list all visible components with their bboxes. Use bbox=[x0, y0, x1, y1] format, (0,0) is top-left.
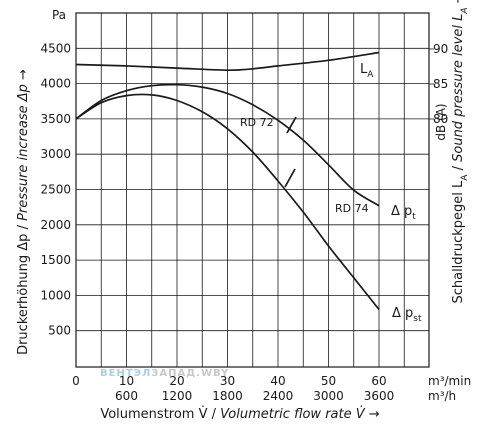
plot-frame bbox=[75, 12, 430, 368]
x-tick-label-primary: 20 bbox=[169, 374, 184, 388]
annotation-rd74: RD 74 bbox=[335, 202, 369, 215]
y-tick-label: 2500 bbox=[40, 183, 71, 197]
y-axis-title-right-sub1: A bbox=[460, 174, 470, 181]
y-tick-label: 4500 bbox=[40, 41, 71, 55]
y-tick-label: 1500 bbox=[40, 253, 71, 267]
y-axis-title-right-arrow: → bbox=[451, 0, 466, 7]
y-unit-right: dB (A) bbox=[434, 103, 448, 140]
x-axis-title: Volumenstrom V̇ / Volumetric flow rate V… bbox=[100, 407, 379, 422]
x-tick-label-primary: 30 bbox=[220, 374, 235, 388]
y-tick-label: 500 bbox=[48, 324, 71, 338]
y-tick-label-right: 85 bbox=[433, 77, 448, 91]
curves bbox=[75, 51, 380, 311]
rd72-marker bbox=[286, 116, 297, 134]
label-la-sub: A bbox=[367, 70, 374, 80]
series-line-2 bbox=[75, 51, 380, 72]
x-tick-label-primary: 50 bbox=[321, 374, 336, 388]
label-dpt-main: Δ p bbox=[391, 204, 412, 219]
y-tick-label-right: 90 bbox=[433, 42, 448, 56]
y-tick-label: 2000 bbox=[40, 218, 71, 232]
y-axis-title-right-sub2: A bbox=[460, 7, 470, 14]
tick-labels: 500 1000 1500 2000 2500 3000 3500 4000 4500 0 10 20… bbox=[40, 41, 448, 403]
x-tick-label-secondary: 3600 bbox=[364, 389, 395, 403]
x-tick-label-secondary: 600 bbox=[115, 389, 138, 403]
y-axis-title-right-sep: / bbox=[451, 162, 466, 175]
y-tick-label: 4000 bbox=[40, 77, 71, 91]
label-la-main: L bbox=[360, 62, 368, 77]
grid bbox=[76, 13, 434, 367]
label-dpt: Δ pt bbox=[391, 204, 416, 222]
watermark-part1: ВЕНТЭЛ bbox=[100, 368, 151, 379]
series-line-1 bbox=[75, 93, 380, 311]
x-tick-label-secondary: 1200 bbox=[162, 389, 193, 403]
y-tick-label: 1000 bbox=[40, 288, 71, 302]
x-axis-title-de: Volumenstrom V̇ / bbox=[100, 407, 220, 422]
annotation-rd72: RD 72 bbox=[240, 116, 274, 129]
y-tick-label: 3000 bbox=[40, 147, 71, 161]
x-tick-label-primary: 60 bbox=[371, 374, 386, 388]
x-tick-label-secondary: 2400 bbox=[263, 389, 294, 403]
watermark: ВЕНТЭЛЗАПАД.WBY bbox=[100, 368, 229, 379]
y-axis-title-left: Druckerhöhung Δp / Pressure increase Δp … bbox=[16, 69, 31, 355]
y-axis-title-left-arrow: → bbox=[16, 69, 31, 84]
x-unit-primary: m³/min bbox=[428, 374, 471, 388]
y-axis-title-left-en: Pressure increase Δp bbox=[16, 84, 31, 221]
series-line-0 bbox=[75, 83, 380, 207]
x-tick-label-primary: 0 bbox=[72, 374, 80, 388]
label-dpst-main: Δ p bbox=[392, 306, 413, 321]
label-dpst: Δ pst bbox=[392, 306, 422, 324]
x-tick-label-primary: 40 bbox=[270, 374, 285, 388]
x-tick-label-secondary: 1800 bbox=[212, 389, 243, 403]
y-tick-label: 3500 bbox=[40, 112, 71, 126]
watermark-part3: .WBY bbox=[196, 368, 229, 379]
x-unit-secondary: m³/h bbox=[428, 389, 456, 403]
x-tick-label-primary: 10 bbox=[119, 374, 134, 388]
y-tick-label-right: 80 bbox=[433, 112, 448, 126]
y-axis-title-left-de: Druckerhöhung Δp / bbox=[16, 221, 31, 355]
label-dpt-sub: t bbox=[412, 212, 416, 222]
y-axis-title-right-en: Sound pressure level L bbox=[451, 14, 466, 162]
y-axis-title-right-de: Schalldruckpegel L bbox=[451, 180, 466, 304]
label-dpst-sub: st bbox=[413, 314, 422, 324]
rd74-marker bbox=[284, 168, 296, 188]
watermark-part2: ЗАПАД bbox=[151, 368, 196, 379]
x-tick-label-secondary: 3000 bbox=[313, 389, 344, 403]
label-la: LA bbox=[360, 62, 374, 80]
y-unit-left: Pa bbox=[52, 8, 66, 22]
y-axis-title-right: Schalldruckpegel LA / Sound pressure lev… bbox=[451, 0, 470, 304]
x-axis-title-arrow: → bbox=[365, 407, 380, 422]
x-axis-title-en: Volumetric flow rate V̇ bbox=[220, 407, 366, 422]
